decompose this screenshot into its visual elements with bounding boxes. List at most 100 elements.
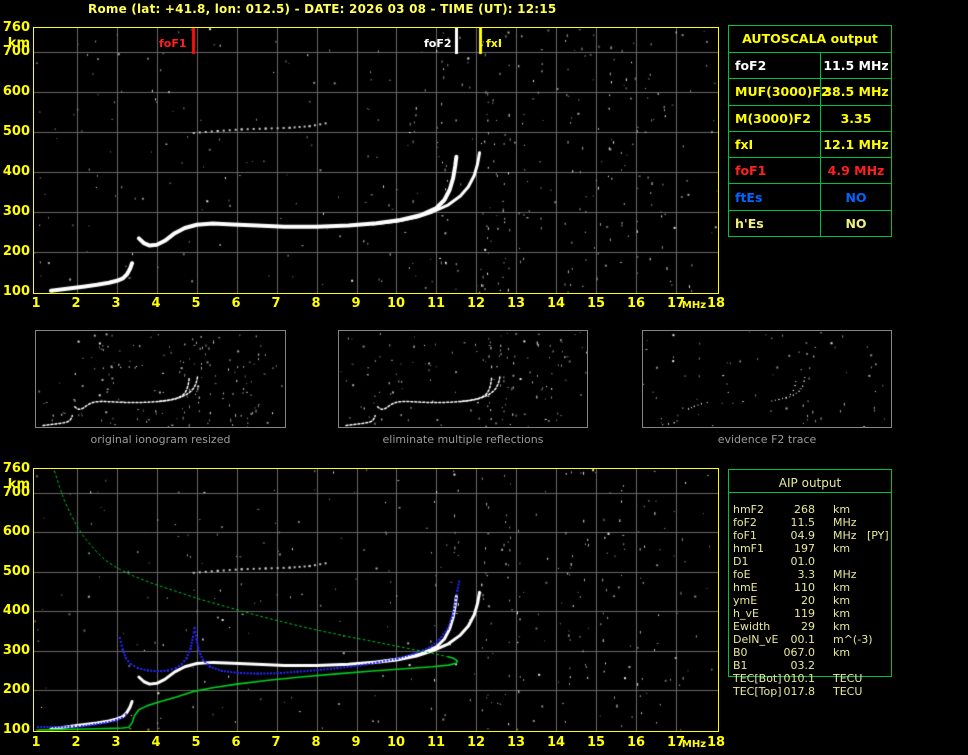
axis-tick-label: 760 [2, 461, 30, 476]
aip-param-name: TEC[Bot] [733, 672, 782, 685]
aip-param-name: hmF2 [733, 503, 765, 516]
aip-param-value: 00.1 [790, 633, 816, 646]
axis-tick-label: 11 [426, 296, 446, 311]
axis-tick-label: 200 [2, 682, 30, 698]
aip-param-value: 197 [794, 542, 815, 555]
axis-tick-label: 13 [506, 735, 526, 750]
aip-param-unit: km [833, 607, 851, 620]
aip-param-value: 010.1 [783, 672, 816, 685]
thumbnail-original-label: original ionogram resized [90, 433, 231, 446]
axis-tick-label: 15 [586, 735, 606, 750]
aip-param-unit: MHz [833, 529, 857, 542]
autoscala-output-table: AUTOSCALA output foF2 11.5 MHz MUF(3000)F2… [728, 25, 892, 237]
aip-param-name: B0 [733, 646, 748, 659]
axis-tick-label: 12 [466, 735, 486, 750]
aip-param-value: 119 [794, 607, 815, 620]
thumbnail-original-ionogram [35, 330, 286, 428]
table-row: MUF(3000)F2 38.5 MHz [729, 78, 891, 105]
axis-tick-label: 17 [666, 296, 686, 311]
autoscala-param-label: ftEs [729, 184, 821, 210]
autoscala-param-value: 11.5 MHz [823, 58, 889, 74]
axis-tick-label: 700 [2, 44, 30, 59]
aip-param-value: 01.0 [790, 555, 816, 568]
aip-param-value: 3.3 [797, 568, 816, 581]
autoscala-param-value: 3.35 [840, 110, 872, 126]
table-row: hmF1 197 km [729, 542, 899, 555]
axis-tick-label: 9 [351, 296, 361, 311]
aip-param-unit: MHz [833, 516, 857, 529]
table-row: hmE 110 km [729, 581, 899, 594]
table-row: h'Es NO [729, 209, 891, 236]
aip-param-name: D1 [733, 555, 749, 568]
axis-tick-label: 760 [2, 20, 30, 35]
thumbnail-eliminate-canvas [339, 331, 587, 427]
profile-ionogram-canvas [34, 469, 718, 731]
axis-tick-label: 500 [2, 124, 30, 139]
fof2-marker-label: foF2 [424, 37, 452, 50]
axis-tick-label: 4 [151, 296, 161, 311]
table-row: TEC[Bot] 010.1 TECU [729, 672, 899, 685]
scaled-ionogram-canvas [34, 28, 718, 293]
y-axis-unit-label: km [7, 477, 30, 492]
aip-param-unit: km [833, 581, 851, 594]
autoscala-param-value: NO [845, 189, 867, 205]
x-axis-unit-label: MHz [681, 300, 707, 311]
y-axis-unit-label: km [7, 36, 30, 51]
aip-param-value: 017.8 [783, 685, 816, 698]
aip-param-unit: MHz [833, 568, 857, 581]
axis-tick-label: 1 [31, 296, 41, 311]
aip-param-unit: m^(-3) [833, 633, 873, 646]
window-title: Rome (lat: +41.8, lon: 012.5) - DATE: 20… [88, 2, 557, 16]
axis-tick-label: 3 [111, 296, 121, 311]
aip-param-unit: km [833, 542, 851, 555]
aip-param-value: 04.9 [790, 529, 816, 542]
fof1-marker-label: foF1 [159, 37, 187, 50]
axis-tick-label: 15 [586, 296, 606, 311]
axis-tick-label: 300 [2, 204, 30, 219]
aip-param-name: hmE [733, 581, 758, 594]
x-axis-unit-label: MHz [681, 739, 707, 750]
axis-tick-label: 5 [191, 735, 201, 750]
aip-param-name: foF1 [733, 529, 757, 542]
axis-tick-label: 9 [351, 735, 361, 750]
table-row: TEC[Top] 017.8 TECU [729, 685, 899, 698]
thumbnail-eliminate-label: eliminate multiple reflections [382, 433, 544, 446]
axis-tick-label: 4 [151, 735, 161, 750]
axis-tick-label: 2 [71, 735, 81, 750]
autoscala-param-value: 4.9 MHz [827, 163, 885, 179]
axis-tick-label: 16 [626, 296, 646, 311]
table-row: h_vE 119 km [729, 607, 899, 620]
table-row: B0 067.0 km [729, 646, 899, 659]
aip-header-divider [729, 492, 891, 493]
table-row: B1 03.2 [729, 659, 899, 672]
table-row: D1 01.0 [729, 555, 899, 568]
aip-param-name: h_vE [733, 607, 759, 620]
axis-tick-label: 400 [2, 603, 30, 619]
axis-tick-label: 700 [2, 484, 30, 500]
axis-tick-label: 8 [311, 296, 321, 311]
table-row: M(3000)F2 3.35 [729, 104, 891, 131]
autoscala-param-label: fxI [729, 131, 821, 158]
axis-tick-label: 18 [706, 735, 726, 750]
aip-param-value: 11.5 [790, 516, 816, 529]
aip-param-value: 110 [794, 581, 815, 594]
autoscala-param-label: MUF(3000)F2 [729, 79, 830, 105]
axis-tick-label: 10 [386, 296, 406, 311]
aip-param-unit: TECU [833, 685, 863, 698]
axis-tick-label: 13 [506, 296, 526, 311]
axis-tick-label: 7 [271, 735, 281, 750]
aip-param-value: 29 [801, 620, 815, 633]
aip-param-name: Ewidth [733, 620, 771, 633]
axis-tick-label: 17 [666, 735, 686, 750]
aip-param-value: 03.2 [790, 659, 816, 672]
autoscala-param-label: foF2 [729, 53, 821, 79]
table-row: foF1 4.9 MHz [729, 157, 891, 184]
autoscala-param-label: h'Es [729, 210, 821, 236]
axis-tick-label: 600 [2, 524, 30, 540]
axis-tick-label: 400 [2, 164, 30, 179]
aip-param-value: 20 [801, 594, 815, 607]
axis-tick-label: 100 [2, 722, 30, 737]
aip-param-name: TEC[Top] [733, 685, 782, 698]
autoscala-param-value: 38.5 MHz [823, 84, 889, 100]
autoscala-table-title: AUTOSCALA output [742, 31, 878, 46]
